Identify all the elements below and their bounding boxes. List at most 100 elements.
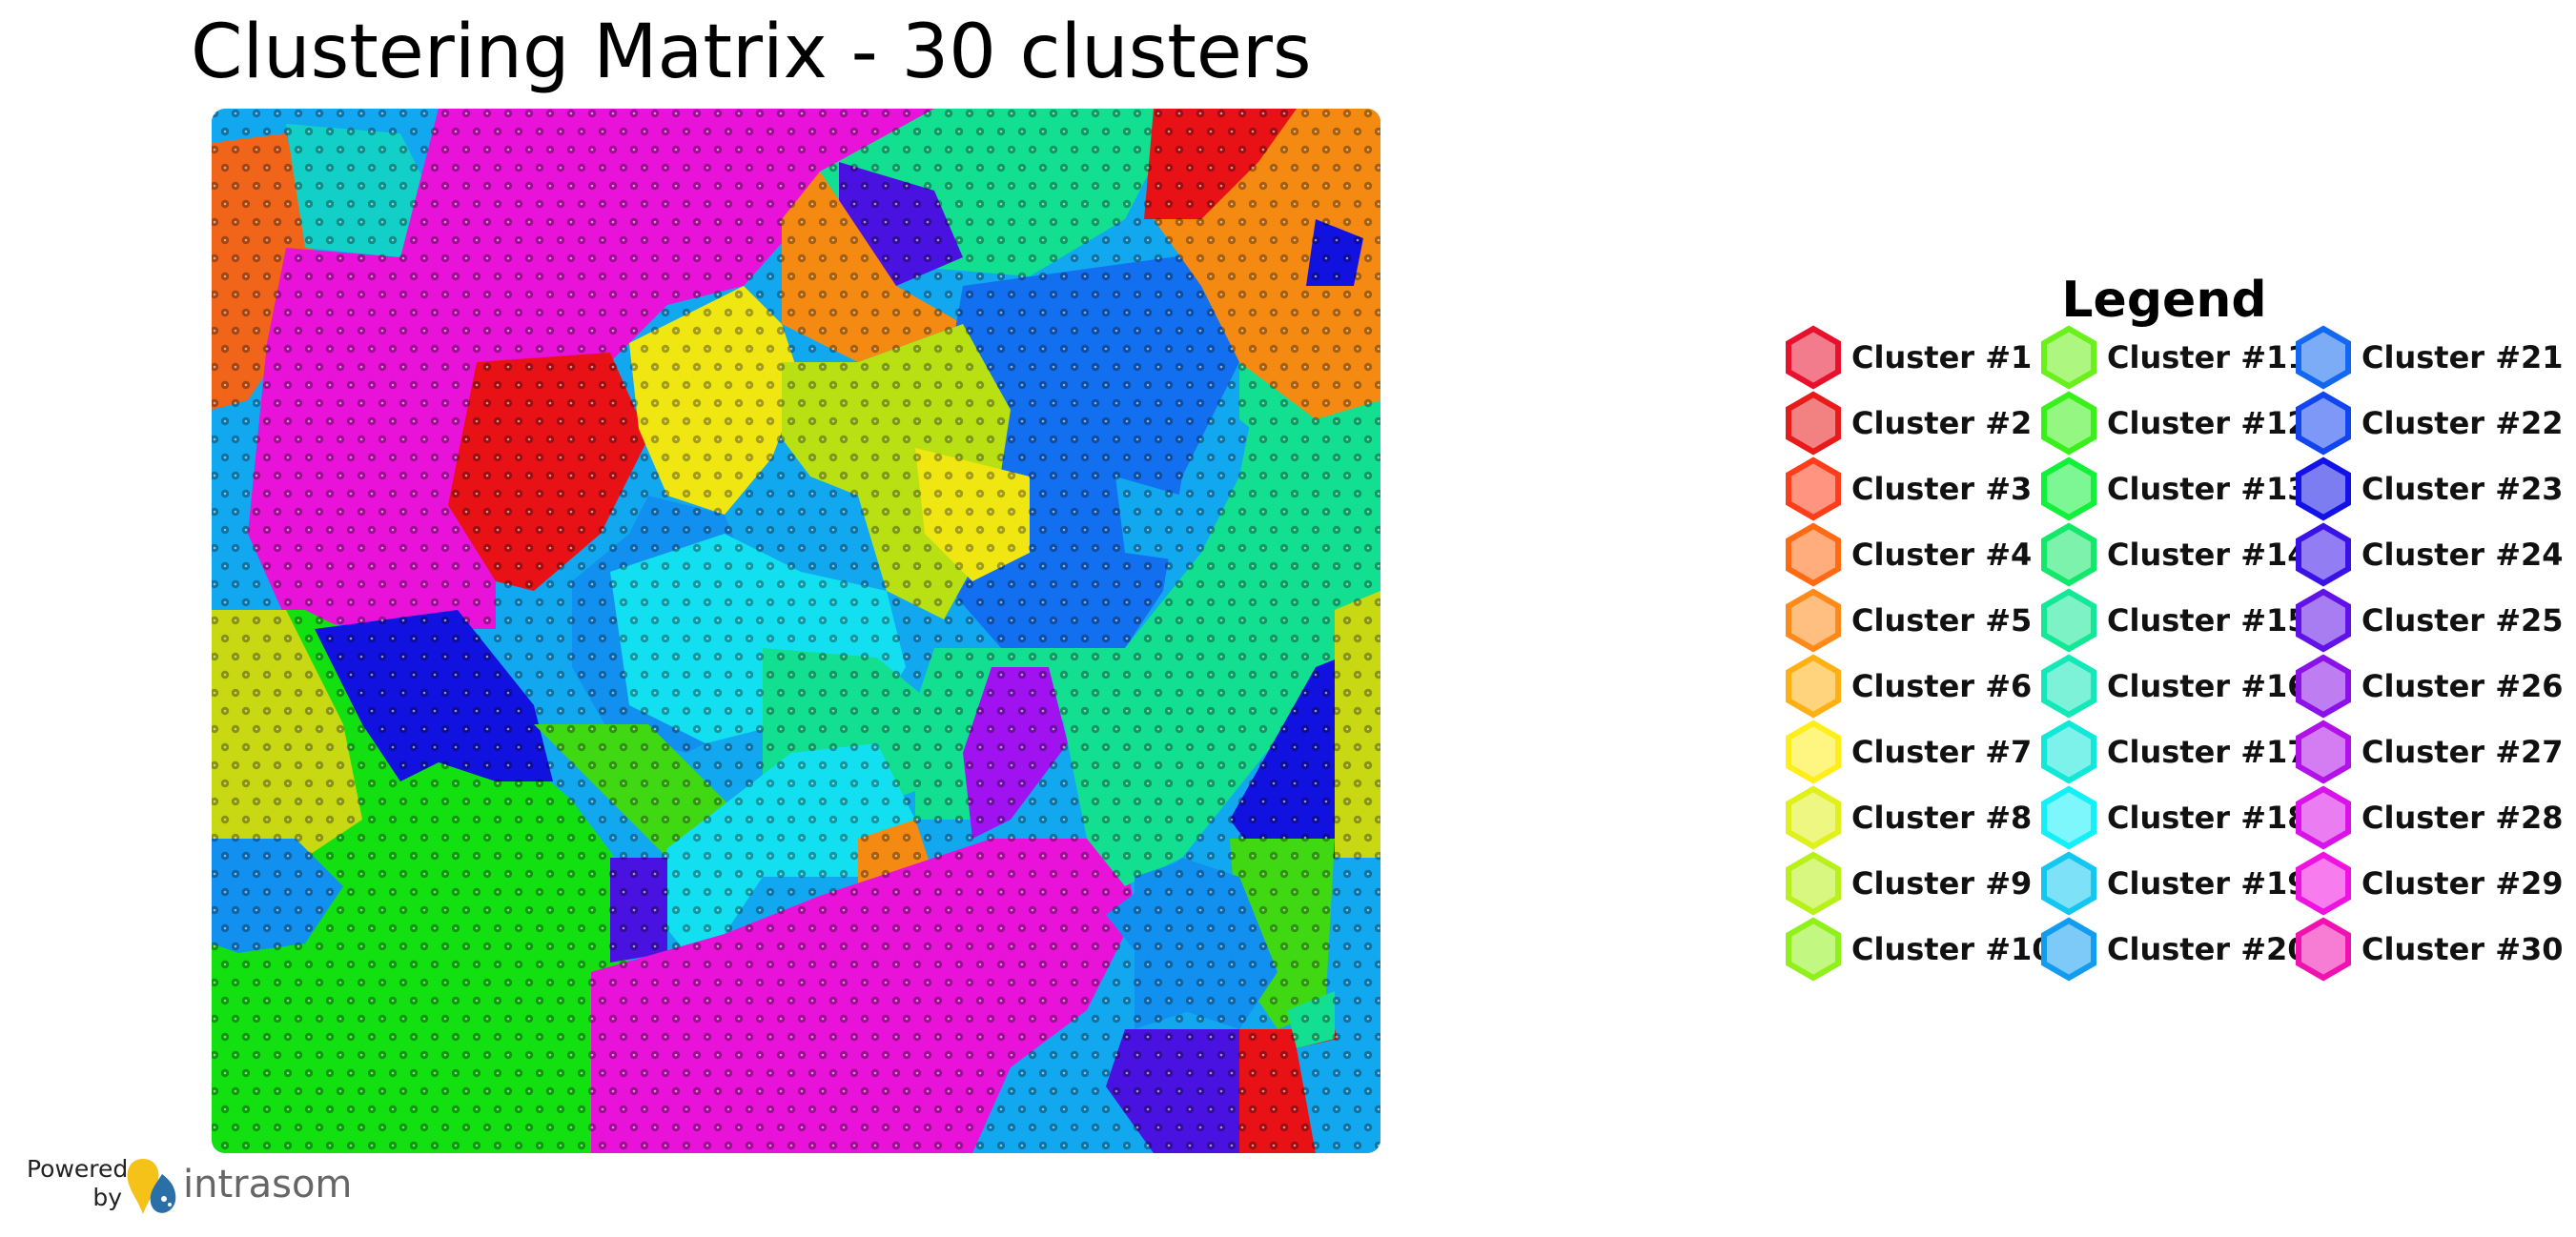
hexagon-swatch-icon — [2041, 325, 2096, 390]
hexagon-swatch-icon — [2296, 720, 2351, 784]
legend-item: Cluster #1 — [1783, 325, 2033, 390]
legend-item: Cluster #23 — [2293, 456, 2564, 521]
legend-item: Cluster #20 — [2038, 917, 2309, 982]
hexagon-swatch-icon — [1786, 917, 1841, 982]
hexagon-swatch-icon — [1786, 654, 1841, 719]
powered-by-line1: Powered — [27, 1155, 129, 1183]
hexagon-swatch-icon — [1786, 851, 1841, 916]
legend-item: Cluster #4 — [1783, 522, 2033, 587]
legend-item-label: Cluster #18 — [2107, 800, 2309, 836]
legend-item-label: Cluster #30 — [2361, 931, 2564, 967]
legend-title: Legend — [2061, 272, 2267, 329]
powered-by: Powered by intrasom — [27, 1151, 352, 1227]
legend-item-label: Cluster #25 — [2361, 602, 2564, 639]
legend-item-label: Cluster #19 — [2107, 865, 2309, 902]
legend-item-label: Cluster #21 — [2361, 339, 2564, 375]
hexagon-swatch-icon — [2041, 720, 2096, 784]
hexagon-swatch-icon — [2041, 917, 2096, 982]
legend-item-label: Cluster #26 — [2361, 668, 2564, 704]
legend-item: Cluster #3 — [1783, 456, 2033, 521]
legend-item: Cluster #27 — [2293, 720, 2564, 784]
legend-item-label: Cluster #28 — [2361, 800, 2564, 836]
hexagon-swatch-icon — [2296, 522, 2351, 587]
hexagon-swatch-icon — [2041, 391, 2096, 456]
legend-item-label: Cluster #7 — [1851, 734, 2033, 770]
hexagon-swatch-icon — [2296, 917, 2351, 982]
legend-item-label: Cluster #27 — [2361, 734, 2564, 770]
brand-name: intrasom — [183, 1163, 353, 1207]
legend-item: Cluster #9 — [1783, 851, 2033, 916]
hexagon-swatch-icon — [2296, 391, 2351, 456]
legend-item: Cluster #13 — [2038, 456, 2309, 521]
legend-item-label: Cluster #1 — [1851, 339, 2033, 375]
legend-item-label: Cluster #2 — [1851, 405, 2033, 441]
legend-item: Cluster #10 — [1783, 917, 2054, 982]
legend-item-label: Cluster #22 — [2361, 405, 2564, 441]
legend-item: Cluster #22 — [2293, 391, 2564, 456]
legend-item: Cluster #14 — [2038, 522, 2309, 587]
legend-item-label: Cluster #4 — [1851, 537, 2033, 573]
legend-item-label: Cluster #29 — [2361, 865, 2564, 902]
legend-item: Cluster #26 — [2293, 654, 2564, 719]
legend-item-label: Cluster #12 — [2107, 405, 2309, 441]
hexagon-swatch-icon — [1786, 588, 1841, 653]
hexagon-swatch-icon — [2296, 851, 2351, 916]
legend-item: Cluster #8 — [1783, 785, 2033, 850]
hexagon-swatch-icon — [2041, 456, 2096, 521]
powered-by-line2: by — [92, 1184, 122, 1211]
powered-by-text: Powered by — [27, 1155, 129, 1212]
hexagon-swatch-icon — [1786, 785, 1841, 850]
legend-item: Cluster #7 — [1783, 720, 2033, 784]
hexagon-swatch-icon — [2296, 456, 2351, 521]
legend-item-label: Cluster #14 — [2107, 537, 2309, 573]
legend-item-label: Cluster #20 — [2107, 931, 2309, 967]
hexagon-swatch-icon — [2296, 325, 2351, 390]
hexagon-swatch-icon — [2041, 851, 2096, 916]
legend-item-label: Cluster #16 — [2107, 668, 2309, 704]
hexagon-swatch-icon — [1786, 522, 1841, 587]
legend-item-label: Cluster #11 — [2107, 339, 2309, 375]
hexagon-swatch-icon — [2296, 785, 2351, 850]
hexagon-swatch-icon — [1786, 325, 1841, 390]
intrasom-logo-icon — [127, 1159, 176, 1214]
hexagon-swatch-icon — [2296, 588, 2351, 653]
legend-item: Cluster #25 — [2293, 588, 2564, 653]
legend-item: Cluster #24 — [2293, 522, 2564, 587]
hexagon-swatch-icon — [1786, 391, 1841, 456]
legend-item: Cluster #30 — [2293, 917, 2564, 982]
hexagon-swatch-icon — [2041, 785, 2096, 850]
page-title: Clustering Matrix - 30 clusters — [191, 10, 1312, 95]
legend-item: Cluster #11 — [2038, 325, 2309, 390]
legend-item-label: Cluster #9 — [1851, 865, 2033, 902]
hexagon-swatch-icon — [2041, 522, 2096, 587]
legend-item: Cluster #6 — [1783, 654, 2033, 719]
legend-item: Cluster #21 — [2293, 325, 2564, 390]
legend-item: Cluster #17 — [2038, 720, 2309, 784]
hexagon-swatch-icon — [2296, 654, 2351, 719]
legend-item: Cluster #12 — [2038, 391, 2309, 456]
legend-item-label: Cluster #3 — [1851, 471, 2033, 507]
legend-item-label: Cluster #23 — [2361, 471, 2564, 507]
legend-item-label: Cluster #10 — [1851, 931, 2054, 967]
legend-item-label: Cluster #17 — [2107, 734, 2309, 770]
hexagon-swatch-icon — [1786, 456, 1841, 521]
legend-item-label: Cluster #8 — [1851, 800, 2033, 836]
legend-item-label: Cluster #5 — [1851, 602, 2033, 639]
hexagon-swatch-icon — [2041, 654, 2096, 719]
hexagon-grid-overlay — [212, 109, 1380, 1153]
legend-item: Cluster #29 — [2293, 851, 2564, 916]
legend-item: Cluster #18 — [2038, 785, 2309, 850]
hexagon-swatch-icon — [2041, 588, 2096, 653]
legend-item-label: Cluster #13 — [2107, 471, 2309, 507]
legend-item-label: Cluster #15 — [2107, 602, 2309, 639]
legend-item: Cluster #5 — [1783, 588, 2033, 653]
legend-item: Cluster #2 — [1783, 391, 2033, 456]
legend-item-label: Cluster #24 — [2361, 537, 2564, 573]
legend-item: Cluster #15 — [2038, 588, 2309, 653]
legend-item: Cluster #19 — [2038, 851, 2309, 916]
legend-item-label: Cluster #6 — [1851, 668, 2033, 704]
hexagon-swatch-icon — [1786, 720, 1841, 784]
legend-item: Cluster #16 — [2038, 654, 2309, 719]
legend-item: Cluster #28 — [2293, 785, 2564, 850]
